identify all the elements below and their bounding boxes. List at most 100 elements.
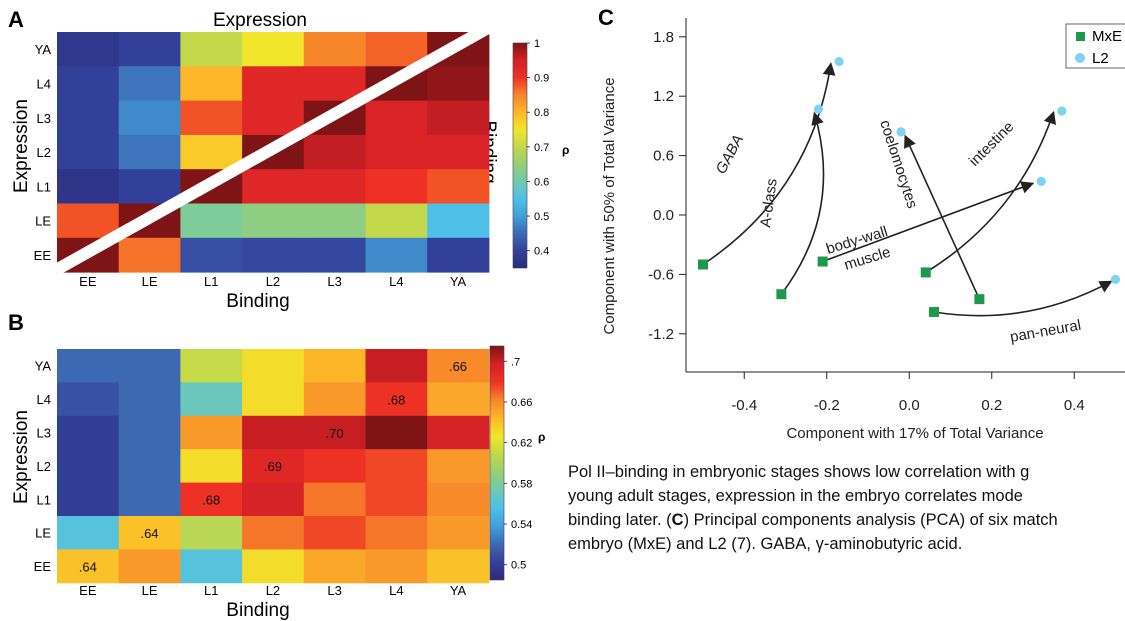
- heatmap-b-cell: [118, 516, 181, 550]
- panel-a-bottom-title: Binding: [226, 291, 289, 312]
- heatmap-a-cell: [303, 237, 366, 273]
- heatmap-a-cell: [303, 134, 366, 170]
- c-y-tick-label: -0.6: [648, 266, 674, 283]
- heatmap-b-cell: [242, 415, 305, 450]
- heatmap-b-cell: [180, 482, 243, 517]
- mxe-point: [817, 256, 828, 267]
- panel-c-label: C: [598, 5, 614, 30]
- heatmap-b-annotations: .66 .68 .70 .69 .68 .64 .64: [79, 359, 467, 574]
- heatmap-a-col-label: YA: [450, 274, 467, 289]
- heatmap-b-row-label: L2: [37, 459, 51, 474]
- heatmap-b-annotation: .69: [264, 459, 282, 474]
- heatmap-b-row-label: L4: [37, 392, 51, 407]
- mxe-point: [974, 294, 985, 305]
- legend-l2-label: L2: [1092, 50, 1109, 67]
- heatmap-a-cell: [57, 100, 120, 136]
- heatmap-b-cell: [365, 549, 428, 584]
- heatmap-a-col-label: EE: [79, 274, 97, 289]
- colorbar-b-tick-label: 0.58: [511, 478, 532, 490]
- pca-arrow: [822, 181, 1035, 263]
- heatmap-b-cell: [242, 349, 305, 383]
- c-x-tick-label: 0.0: [899, 397, 920, 414]
- c-x-axis-title: Component with 17% of Total Variance: [786, 425, 1043, 442]
- heatmap-a-row-labels: YA L4 L3 L2 L1 LE EE: [34, 42, 52, 263]
- legend-l2-marker: [1075, 53, 1085, 63]
- heatmap-a-cell: [427, 100, 490, 136]
- colorbar-b: [489, 345, 505, 581]
- heatmap-b: [57, 349, 490, 584]
- panel-a-label: A: [8, 7, 24, 32]
- heatmap-b-col-label: EE: [79, 583, 97, 598]
- heatmap-a-row-label: YA: [35, 42, 52, 57]
- heatmap-b-cell: [427, 516, 490, 550]
- heatmap-a-cell: [365, 203, 428, 239]
- l2-point: [1036, 176, 1046, 186]
- heatmap-b-cell: [303, 482, 366, 517]
- c-y-tick-label: 1.2: [653, 88, 674, 105]
- heatmap-b-cell: [242, 549, 305, 584]
- pca-arrow: [925, 110, 1056, 274]
- colorbar-a-tick-label: 0.4: [534, 246, 549, 258]
- c-x-tick-label: 0.2: [981, 397, 1002, 414]
- heatmap-b-cell: [365, 482, 428, 517]
- heatmap-a-cell: [180, 237, 243, 273]
- heatmap-b-cell: [303, 415, 366, 450]
- heatmap-b-cell: [180, 415, 243, 450]
- caption-line-1: Pol II–binding in embryonic stages shows…: [568, 463, 1030, 481]
- l2-point: [813, 104, 824, 114]
- heatmap-b-cell: [118, 482, 181, 517]
- heatmap-b-cell: [365, 415, 428, 450]
- heatmap-b-cell: [118, 382, 181, 417]
- heatmap-a-cell: [242, 169, 305, 204]
- heatmap-a-cell: [427, 134, 490, 170]
- c-x-tick-label: -0.2: [814, 397, 840, 414]
- heatmap-a-cell: [303, 169, 366, 204]
- colorbar-b-tick-label: 0.5: [511, 560, 526, 572]
- heatmap-a-cell: [57, 134, 120, 170]
- heatmap-b-cell: [365, 382, 428, 417]
- colorbar-b-tick-label: 0.66: [511, 397, 532, 409]
- heatmap-b-row-label: L3: [37, 426, 51, 441]
- heatmap-a-row-label: L4: [37, 76, 51, 91]
- heatmap-a-cell: [180, 134, 243, 170]
- heatmap-a-cell: [180, 100, 243, 136]
- heatmap-b-cell: [57, 349, 120, 383]
- heatmap-b-col-label: L4: [389, 583, 403, 598]
- heatmap-a-cell: [57, 169, 120, 204]
- heatmap-b-cell: [57, 415, 120, 450]
- label-pan-neural: pan-neural: [1009, 317, 1083, 346]
- colorbar-b-ticks: .7 0.66 0.62 0.58 0.54 0.5: [504, 356, 532, 572]
- heatmap-b-cell: [118, 415, 181, 450]
- heatmap-b-cell: [118, 349, 181, 383]
- heatmap-a-row-label: LE: [35, 214, 51, 229]
- heatmap-a-col-label: LE: [142, 274, 158, 289]
- mxe-point: [920, 267, 931, 278]
- heatmap-a-cell: [427, 237, 490, 273]
- heatmap-b-cell: [427, 482, 490, 517]
- heatmap-a-cell: [427, 66, 490, 102]
- panel-a-top-title: Expression: [213, 10, 307, 31]
- heatmap-b-cell: [180, 349, 243, 383]
- heatmap-b-cell: [118, 449, 181, 484]
- heatmap-a-cell: [427, 203, 490, 239]
- caption-line-3a: binding later. (: [568, 511, 672, 529]
- heatmap-b-cell: [427, 415, 490, 450]
- caption-line-3c: ) Principal components analysis (PCA) of…: [683, 511, 1058, 529]
- heatmap-b-annotation: .64: [79, 559, 97, 574]
- colorbar-b-tick-label: .7: [511, 356, 520, 368]
- caption-line-4: embryo (MxE) and L2 (7). GABA, γ-aminobu…: [568, 535, 963, 553]
- c-legend: MxE L2: [1065, 23, 1125, 69]
- heatmap-b-cell: [180, 516, 243, 550]
- heatmap-b-cell: [303, 382, 366, 417]
- heatmap-a-cell: [118, 66, 181, 102]
- heatmap-b-cell: [180, 449, 243, 484]
- heatmap-b-cell: [427, 349, 490, 383]
- heatmap-b-annotation: .68: [202, 493, 220, 508]
- panel-b-left-title: Expression: [11, 410, 32, 504]
- heatmap-b-col-label: L2: [266, 583, 280, 598]
- heatmap-b-cell: [427, 549, 490, 584]
- heatmap-a-cell: [242, 66, 305, 102]
- pca-arrow: [780, 111, 825, 295]
- heatmap-a-col-label: L2: [266, 274, 280, 289]
- legend-mxe-marker: [1076, 32, 1085, 41]
